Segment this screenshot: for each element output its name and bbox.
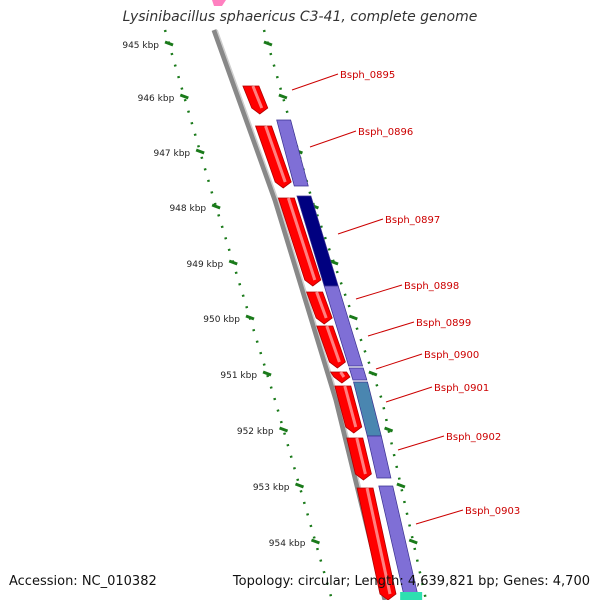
gene-label: Bsph_0903	[465, 506, 520, 517]
tick-mark	[245, 314, 255, 321]
cds-feature	[378, 485, 420, 600]
cds-feature	[348, 367, 368, 381]
summary-text: Topology: circular; Length: 4,639,821 bp…	[232, 574, 590, 589]
tick-mark	[262, 370, 272, 377]
tick-mark	[348, 314, 358, 321]
tick-label: 951 kbp	[220, 371, 257, 381]
gene-label-leader	[385, 386, 433, 403]
tick-marks: 945 kbp 946 kbp 947 kbp 948 kbp 949 kbp 950 k…	[122, 40, 418, 549]
gene-label-leader	[355, 284, 403, 300]
gene-labels: Bsph_0895 Bsph_0896 Bsph_0897 Bsph_0898 Bsph…	[291, 70, 520, 525]
gene-label: Bsph_0897	[385, 215, 440, 226]
tick-mark	[294, 482, 305, 489]
tick-mark	[329, 259, 339, 266]
tick-mark	[384, 426, 394, 433]
gene-label-leader	[367, 321, 415, 337]
tick-mark	[228, 259, 238, 266]
gene-label-leader	[337, 218, 384, 235]
tick-label: 953 kbp	[253, 483, 290, 493]
gene-label-leader	[397, 435, 445, 451]
map-title: Lysinibacillus sphaericus C3-41, complet…	[122, 9, 478, 25]
tick-mark	[263, 40, 273, 47]
tick-label: 947 kbp	[153, 149, 190, 159]
tick-label: 948 kbp	[169, 204, 206, 214]
gene-label: Bsph_0901	[434, 383, 489, 394]
tick-mark	[179, 93, 189, 100]
gene-label-leader	[309, 130, 357, 148]
cds-feature	[323, 285, 364, 367]
inner-tick-ring	[163, 29, 334, 600]
cds-feature	[276, 119, 309, 187]
tick-mark	[408, 538, 418, 545]
rna-feature	[400, 592, 423, 600]
tick-mark	[195, 148, 205, 155]
gene-label-leader	[375, 353, 423, 370]
gene-label: Bsph_0898	[404, 281, 459, 292]
gene-label: Bsph_0900	[424, 350, 479, 361]
gene-label: Bsph_0896	[358, 127, 413, 138]
feature-track	[211, 0, 423, 600]
accession-text: Accession: NC_010382	[9, 574, 157, 589]
tick-label: 945 kbp	[122, 41, 159, 51]
gene-label: Bsph_0895	[340, 70, 395, 81]
cds-feature	[366, 435, 392, 479]
forward-gene-arrow	[329, 371, 351, 384]
misc-feature	[212, 0, 226, 6]
gene-label-leader	[415, 509, 464, 525]
tick-mark	[279, 426, 289, 433]
tick-label: 950 kbp	[203, 315, 240, 325]
tick-mark	[211, 203, 221, 210]
tick-mark	[396, 482, 406, 489]
gene-label: Bsph_0902	[446, 432, 501, 443]
tick-mark	[164, 40, 174, 47]
tick-label: 946 kbp	[138, 94, 175, 104]
tick-mark	[310, 538, 320, 545]
tick-label: 954 kbp	[269, 539, 306, 549]
tick-mark	[278, 93, 288, 100]
gene-label: Bsph_0899	[416, 318, 471, 329]
tick-label: 952 kbp	[237, 427, 274, 437]
gene-label-leader	[291, 73, 339, 91]
tick-mark	[368, 370, 378, 377]
tick-label: 949 kbp	[187, 260, 224, 270]
